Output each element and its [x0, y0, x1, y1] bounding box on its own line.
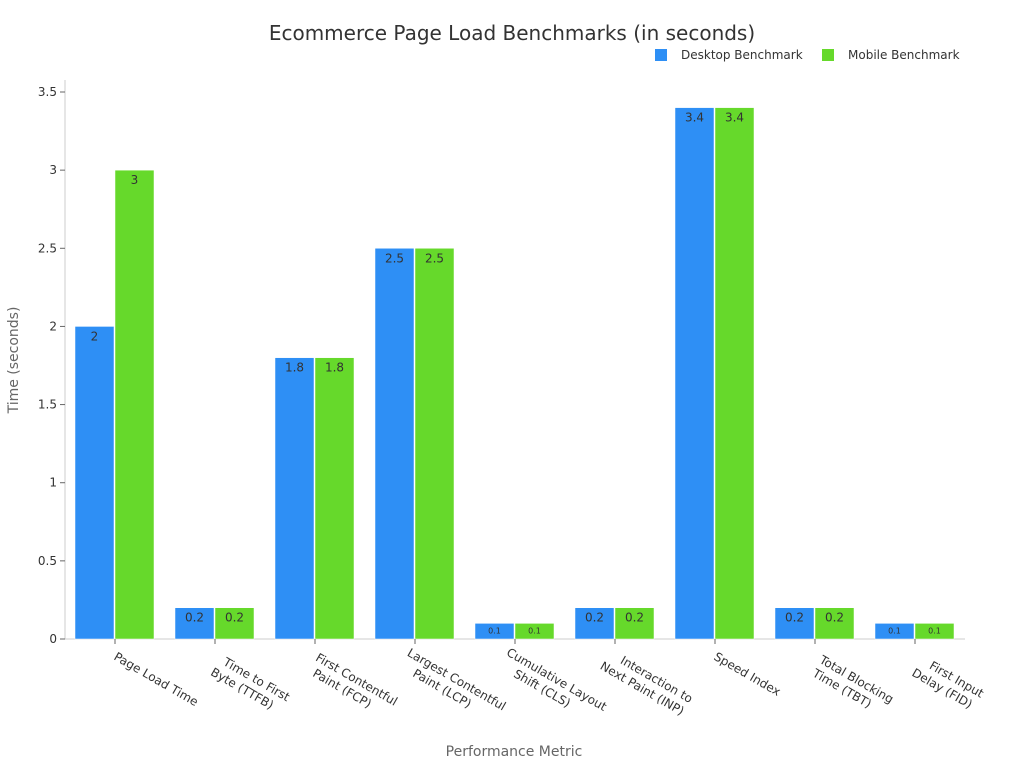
bar-mobile — [414, 248, 455, 640]
bar-desktop — [174, 607, 215, 640]
bar-value-label: 0.2 — [585, 611, 604, 625]
chart-title: Ecommerce Page Load Benchmarks (in secon… — [269, 21, 755, 45]
bar-desktop — [274, 357, 315, 640]
bar-desktop — [774, 607, 815, 640]
y-ticks-group: 0 0.5 1 1.5 2 2.5 3 3.5 — [38, 85, 65, 646]
x-tick-label: Interaction toNext Paint (INP) — [598, 646, 695, 719]
bar-value-label: 3.4 — [685, 111, 704, 125]
y-tick-label: 0 — [49, 632, 57, 646]
y-tick-label: 1 — [49, 476, 57, 490]
legend: Desktop Benchmark Mobile Benchmark — [655, 48, 960, 62]
bar-value-label: 3.4 — [725, 111, 744, 125]
bar-desktop — [374, 248, 415, 640]
bar-mobile — [914, 623, 955, 640]
bar-mobile — [114, 169, 155, 640]
x-tick-label: Cumulative LayoutShift (CLS) — [497, 645, 610, 727]
bar-value-label: 0.2 — [185, 611, 204, 625]
legend-swatch-mobile — [822, 49, 834, 61]
y-tick-label: 2.5 — [38, 241, 57, 255]
y-tick-label: 3 — [49, 163, 57, 177]
legend-swatch-desktop — [655, 49, 667, 61]
legend-label-desktop: Desktop Benchmark — [681, 48, 803, 62]
legend-label-mobile: Mobile Benchmark — [848, 48, 960, 62]
bar-value-label: 0.2 — [825, 611, 844, 625]
x-tick-label: Total BlockingTime (TBT) — [809, 652, 896, 719]
bar-value-label: 0.1 — [528, 626, 541, 635]
x-ticks-group: Page Load Time Time to FirstByte (TTFB) Fi… — [112, 639, 987, 727]
bar-value-label: 0.1 — [928, 626, 941, 635]
bar-mobile — [614, 607, 655, 640]
x-tick-label: First InputDelay (FID) — [910, 653, 987, 714]
bar-value-label: 2.5 — [385, 251, 404, 265]
y-tick-label: 1.5 — [38, 398, 57, 412]
bar-mobile — [714, 107, 755, 640]
bar-desktop — [74, 326, 115, 640]
axes — [64, 80, 965, 640]
x-tick-label: Largest ContentfulPaint (LCP) — [397, 646, 508, 727]
x-axis-title: Performance Metric — [446, 744, 583, 760]
bar-labels-group: 2 3 0.2 0.2 1.8 1.8 2.5 2.5 0.1 0.1 0.2 0.2 3.4 3.4 0.… — [91, 111, 941, 636]
x-tick-label: First ContentfulPaint (FCP) — [306, 650, 400, 721]
y-tick-label: 3.5 — [38, 85, 57, 99]
bar-value-label: 0.2 — [225, 611, 244, 625]
bar-desktop — [574, 607, 615, 640]
x-tick-label: Time to FirstByte (TTFB) — [208, 652, 292, 717]
bar-value-label: 0.1 — [488, 626, 501, 635]
bar-value-label: 1.8 — [285, 361, 304, 375]
x-tick-label: Speed Index — [712, 649, 783, 698]
x-tick-label: Page Load Time — [112, 649, 201, 709]
y-axis-title: Time (seconds) — [6, 307, 22, 415]
bar-value-label: 2 — [91, 329, 99, 343]
bar-value-label: 3 — [131, 173, 139, 187]
bar-value-label: 2.5 — [425, 251, 444, 265]
bar-desktop — [874, 623, 915, 640]
bar-value-label: 1.8 — [325, 361, 344, 375]
bar-mobile — [814, 607, 855, 640]
bar-mobile — [514, 623, 555, 640]
bar-mobile — [314, 357, 355, 640]
bar-value-label: 0.1 — [888, 626, 901, 635]
bars-group — [74, 107, 955, 640]
y-tick-label: 2 — [49, 319, 57, 333]
bar-mobile — [214, 607, 255, 640]
bar-desktop — [674, 107, 715, 640]
bar-value-label: 0.2 — [785, 611, 804, 625]
bar-value-label: 0.2 — [625, 611, 644, 625]
bar-desktop — [474, 623, 515, 640]
y-tick-label: 0.5 — [38, 554, 57, 568]
